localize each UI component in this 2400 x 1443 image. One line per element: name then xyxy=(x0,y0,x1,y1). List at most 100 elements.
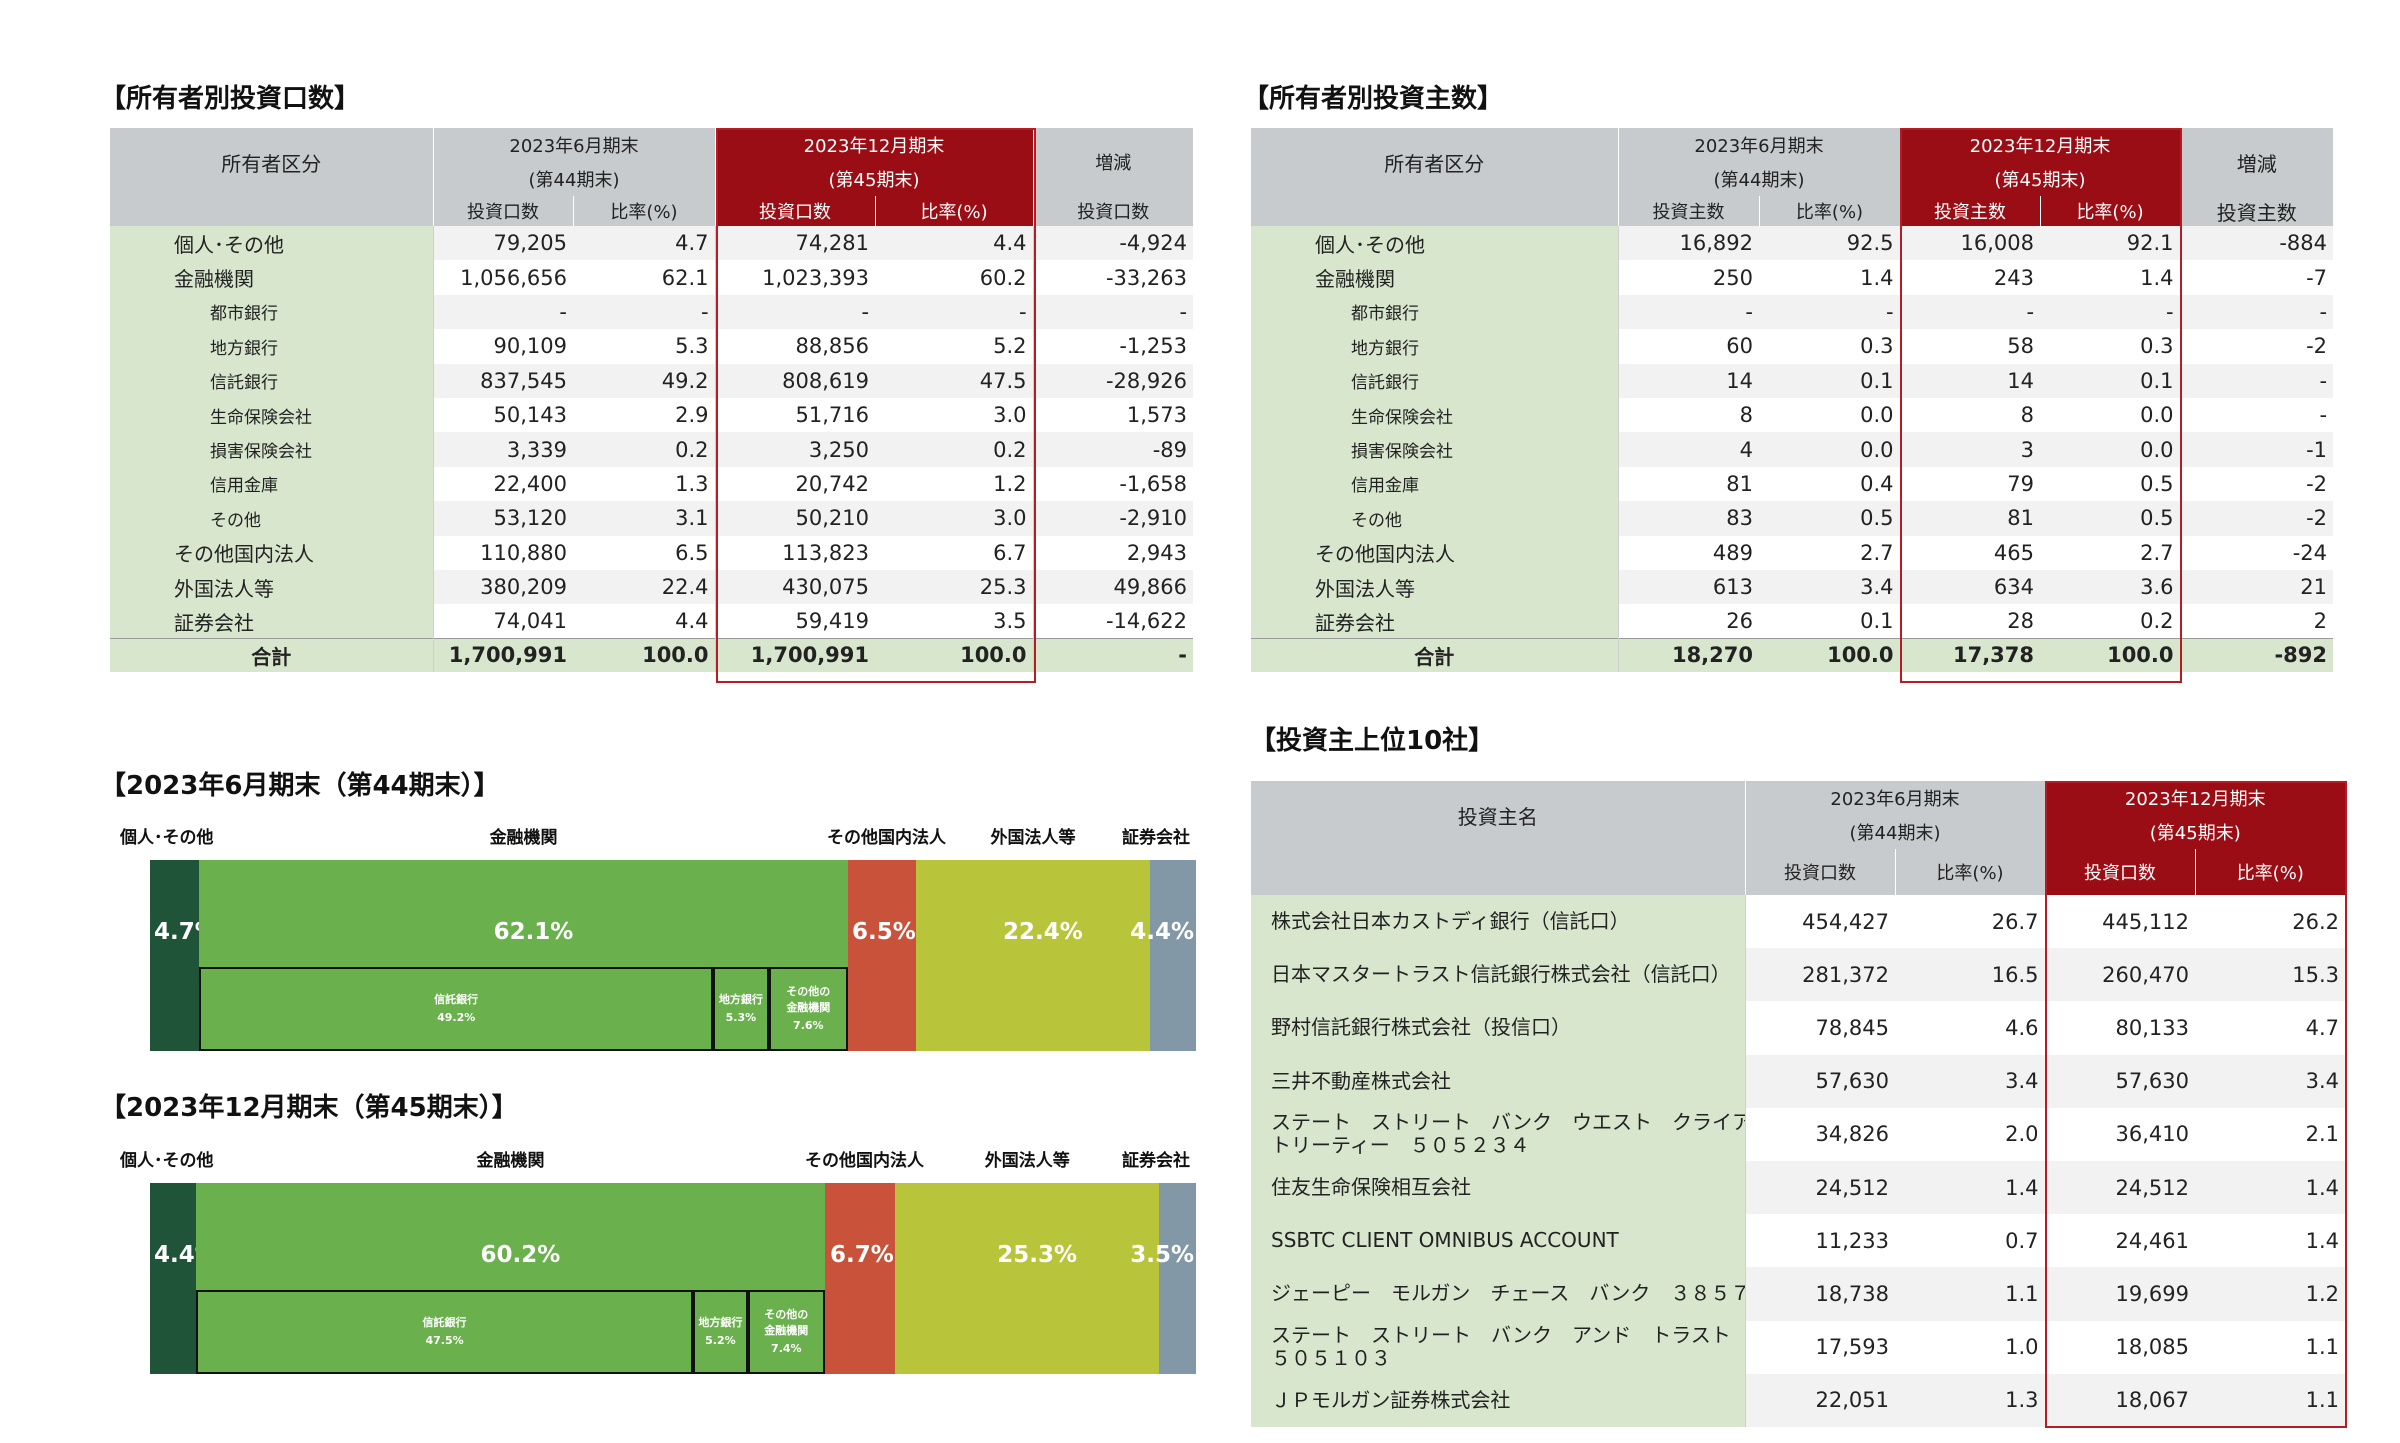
table-row: 金融機関 1,056,656 62.1 1,023,393 60.2 -33,263 xyxy=(110,260,1194,295)
change-value: - xyxy=(2179,397,2334,433)
table-row: 生命保険会社 8 0.0 8 0.0- xyxy=(1251,397,2334,433)
units-col-change: 投資口数 xyxy=(1032,196,1194,226)
prev-value: 14 xyxy=(1617,363,1759,398)
table-row: 信託銀行 14 0.1 14 0.1- xyxy=(1251,363,2334,398)
bar-segment xyxy=(150,860,200,1051)
curr-value: 36,410 xyxy=(2044,1107,2196,1161)
bar-segment xyxy=(1150,860,1196,1051)
breakdown-value: 47.5% xyxy=(425,1333,464,1347)
bar-segment xyxy=(825,1183,896,1374)
curr-value: 465 xyxy=(1899,535,2041,570)
holder-name-line1: ステート ストリート バンク アンド トラスト カンパニー xyxy=(1271,1323,1745,1348)
row-label: 信託銀行 xyxy=(1251,363,1618,398)
units-col-curr-ratio: 比率(%) xyxy=(874,196,1034,226)
prev-value: 17,593 xyxy=(1744,1320,1895,1374)
holder-name-line2: トリーティー ５０５２３４ xyxy=(1271,1133,1530,1158)
row-label: 金融機関 xyxy=(1251,260,1618,295)
row-label: 個人･その他 xyxy=(1251,226,1618,261)
curr-ratio: 2.1 xyxy=(2305,1122,2340,1147)
table-row: 外国法人等 613 3.4 634 3.6 21 xyxy=(1251,569,2334,605)
change-value: -2 xyxy=(2179,466,2334,502)
prev-value: 18,738 xyxy=(1744,1267,1895,1321)
units-table: 所有者区分 2023年6月期末 2023年12月期末 増減 (第44期末) (第… xyxy=(110,128,1194,672)
holder-name-line1: ステート ストリート バンク ウエスト クライアント xyxy=(1271,1110,1745,1135)
units-col-curr-units: 投資口数 xyxy=(714,196,876,226)
row-label: 生命保険会社 xyxy=(1251,397,1618,433)
holders-col-curr: 投資主数 xyxy=(1899,196,2041,226)
category-label: 個人･その他 xyxy=(120,1151,214,1171)
total-curr: 17,378 xyxy=(1899,638,2041,672)
table-row: 都市銀行 - - - - - xyxy=(1251,294,2334,330)
holders-header-prev: 2023年6月期末 xyxy=(1617,128,1901,162)
row-label: 信託銀行 xyxy=(110,363,433,398)
curr-value: 59,419 xyxy=(714,604,876,639)
prev-value: 837,545 xyxy=(432,363,573,398)
row-label: 生命保険会社 xyxy=(110,397,433,433)
prev-value: 57,630 xyxy=(1744,1054,1895,1108)
row-label: 都市銀行 xyxy=(110,294,433,330)
prev-ratio: 2.9 xyxy=(675,403,709,428)
prev-ratio: - xyxy=(573,294,716,330)
holder-name-line1: 株式会社日本カストディ銀行（信託口） xyxy=(1271,909,1630,934)
top10-col-curr: 投資口数 xyxy=(2044,849,2196,895)
prev-ratio: 0.3 xyxy=(1860,334,1894,359)
curr-ratio: 0.2 xyxy=(2140,609,2174,634)
segment-value-label: 4.4% xyxy=(1130,918,1194,945)
bar-segment xyxy=(1159,1183,1196,1374)
holder-name: SSBTC CLIENT OMNIBUS ACCOUNT xyxy=(1251,1214,1745,1268)
curr-ratio: 0.5 xyxy=(2040,501,2181,536)
prev-ratio: 0.1 xyxy=(1860,609,1894,634)
holder-name-line1: ＪＰモルガン証券株式会社 xyxy=(1271,1387,1511,1412)
breakdown-value: 49.2% xyxy=(437,1010,476,1024)
table-row: 株式会社日本カストディ銀行（信託口） 454,427 26.7 445,112 26.2 xyxy=(1251,895,2345,949)
holder-name: ステート ストリート バンク アンド トラスト カンパニー５０５１０３ xyxy=(1251,1320,1745,1374)
curr-value: 18,085 xyxy=(2044,1320,2196,1374)
breakdown-name: 信託銀行 xyxy=(434,993,479,1007)
change-value: - xyxy=(2179,363,2334,398)
table-row: 野村信託銀行株式会社（投信口） 78,845 4.6 80,133 4.7 xyxy=(1251,1001,2345,1055)
table-row: ステート ストリート バンク アンド トラスト カンパニー５０５１０３17,59… xyxy=(1251,1320,2345,1374)
table-row: SSBTC CLIENT OMNIBUS ACCOUNT 11,233 0.7 24,… xyxy=(1251,1214,2345,1268)
prev-value: 22,400 xyxy=(432,466,573,502)
prev-ratio: 1.1 xyxy=(1895,1267,2046,1321)
prev-value: 8 xyxy=(1617,397,1759,433)
table-row: その他 83 0.5 81 0.5 -2 xyxy=(1251,501,2334,536)
top10-table-title: 【投資主上位10社】 xyxy=(1250,726,1495,756)
row-label: 損害保険会社 xyxy=(110,432,433,467)
prev-value: 3,339 xyxy=(432,432,573,467)
prev-value: 24,512 xyxy=(1744,1160,1895,1215)
total-curr-ratio: 100.0 xyxy=(875,638,1034,672)
prev-value: 110,880 xyxy=(432,535,573,570)
holder-name-line1: 野村信託銀行株式会社（投信口） xyxy=(1271,1015,1571,1040)
category-label: 個人･その他 xyxy=(120,828,214,848)
bar-segment xyxy=(915,860,1150,1051)
change-value: -14,622 xyxy=(1032,604,1194,639)
curr-ratio: 1.2 xyxy=(993,471,1027,496)
segment-value-label: 62.1% xyxy=(493,918,574,945)
breakdown-name: 信託銀行 xyxy=(422,1316,467,1330)
prev-value: 83 xyxy=(1617,501,1759,536)
table-row: 証券会社 74,041 4.4 59,419 3.5 -14,622 xyxy=(110,604,1194,639)
breakdown-value: 7.6% xyxy=(793,1018,824,1032)
holders-header-curr-sub: (第45期末) xyxy=(1899,162,2181,196)
curr-ratio: 0.2 xyxy=(875,432,1034,467)
curr-value: 260,470 xyxy=(2044,948,2196,1002)
total-row: 合計 18,270 100.0 17,378 100.0 -892 xyxy=(1251,638,2334,672)
holder-name-line1: 住友生命保険相互会社 xyxy=(1271,1175,1471,1200)
prev-value: 60 xyxy=(1617,329,1759,364)
row-label: 地方銀行 xyxy=(1251,329,1618,364)
holder-name-line1: 日本マスタートラスト信託銀行株式会社（信託口） xyxy=(1271,962,1731,987)
curr-value: 8 xyxy=(1899,397,2041,433)
breakdown-name: 地方銀行 xyxy=(718,993,763,1007)
holders-table-title: 【所有者別投資主数】 xyxy=(1243,84,1504,114)
holder-name-line1: 三井不動産株式会社 xyxy=(1271,1068,1451,1093)
curr-ratio: 0.0 xyxy=(2140,403,2174,428)
table-row: ＪＰモルガン証券株式会社 22,051 1.3 18,067 1.1 xyxy=(1251,1373,2346,1427)
curr-value: 74,281 xyxy=(714,226,876,261)
stacked-bar: 4.7% 62.1% 6.5% 22.4% 4.4% 信託銀行 49.2% 地方銀行 5.3% そ… xyxy=(150,860,1196,1051)
prev-value: 22,051 xyxy=(1744,1373,1895,1427)
curr-ratio: 3.4 xyxy=(2195,1054,2346,1108)
prev-ratio: 3.4 xyxy=(1895,1054,2046,1108)
curr-value: 1,023,393 xyxy=(714,260,876,295)
curr-ratio: 15.3 xyxy=(2195,948,2346,1002)
